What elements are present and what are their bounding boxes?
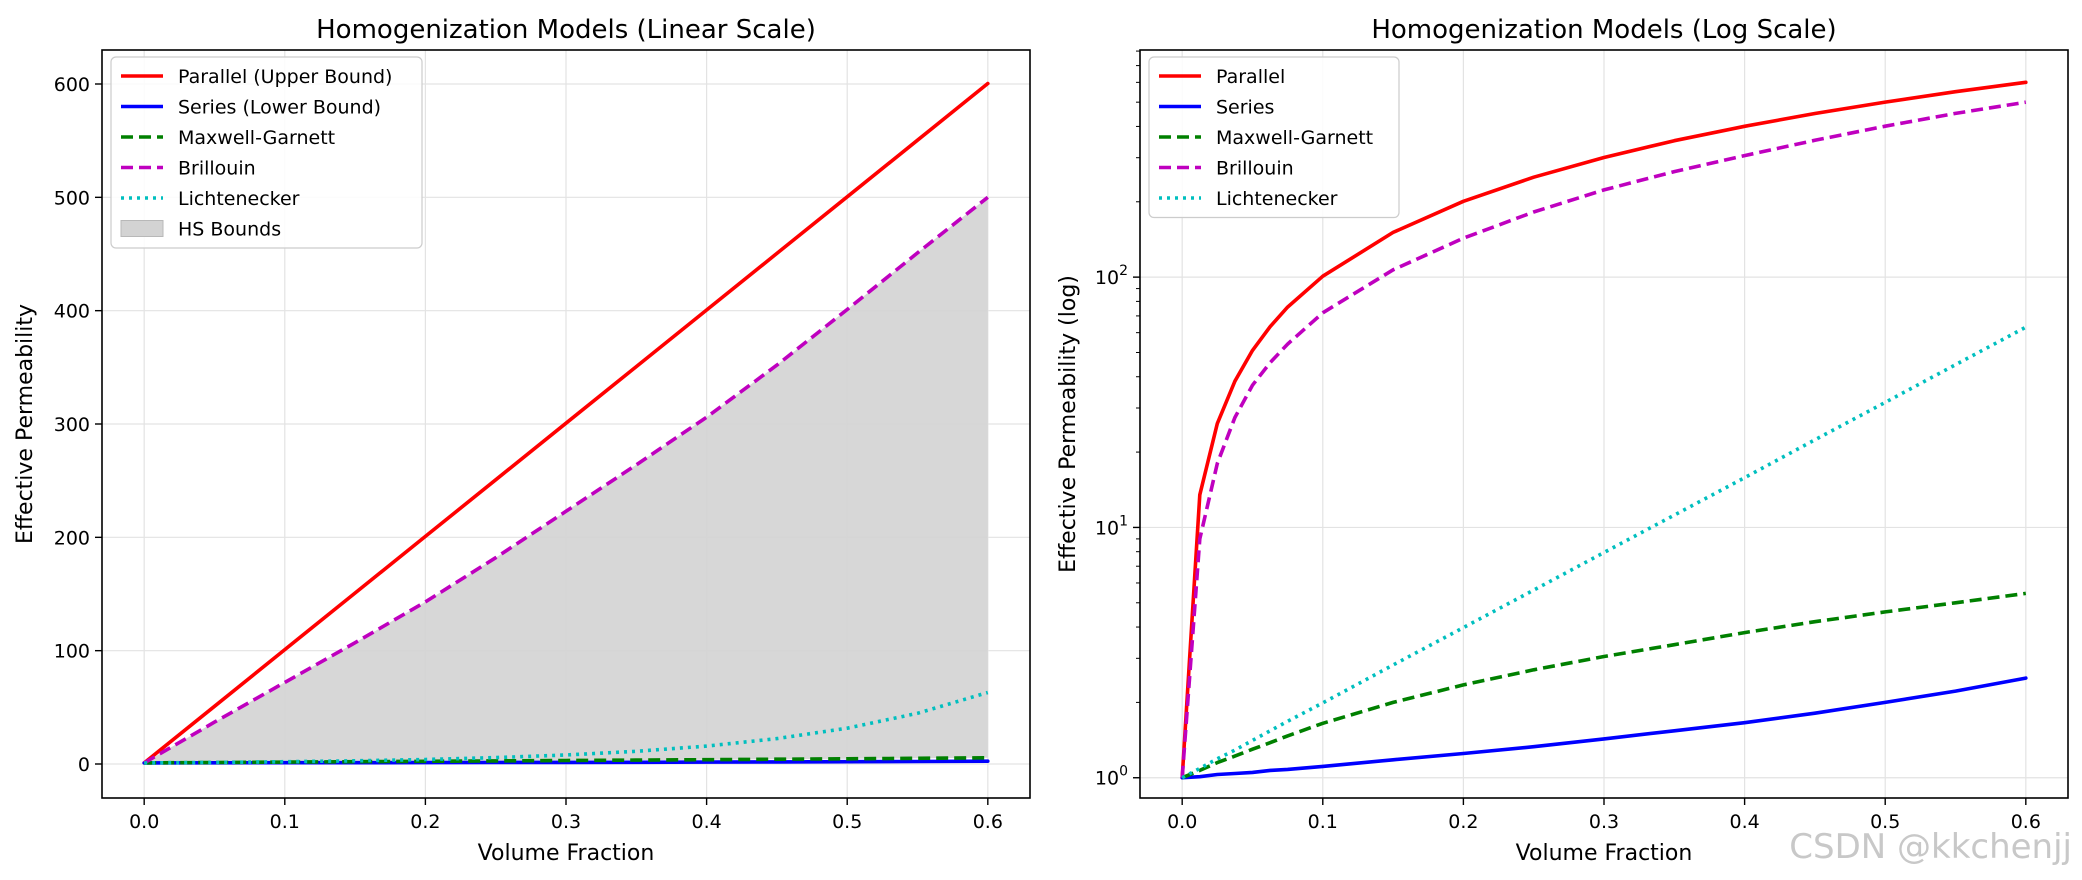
legend: Parallel (Upper Bound) Series (Lower Boun…: [110, 56, 423, 249]
legend-label: Maxwell-Garnett: [178, 127, 335, 149]
watermark-text: CSDN @kkchenjj: [1789, 827, 2072, 867]
y-tick-label: 101: [1095, 513, 1128, 539]
x-tick-label: 0.1: [1308, 811, 1338, 833]
hs-bounds-band: [144, 197, 988, 763]
legend-label: Series: [1216, 97, 1274, 119]
legend-item-parallel-upper-bound: Parallel (Upper Bound): [121, 66, 392, 88]
y-tick-exponent: 1: [1119, 513, 1128, 529]
x-tick-label: 0.3: [1589, 811, 1619, 833]
y-tick-label: 100: [54, 641, 90, 663]
legend: Parallel Series Maxwell-Garnett Brillouin Li…: [1148, 56, 1400, 219]
y-tick-exponent: 2: [1119, 263, 1128, 279]
y-tick-label: 0: [78, 754, 90, 776]
legend-item-series: Series: [1159, 97, 1274, 119]
legend-label: Maxwell-Garnett: [1216, 127, 1373, 149]
legend-item-brillouin: Brillouin: [1159, 158, 1294, 180]
x-axis-label: Volume Fraction: [1516, 841, 1693, 866]
chart-title: Homogenization Models (Linear Scale): [316, 15, 816, 45]
x-tick-label: 0.2: [1448, 811, 1478, 833]
legend-item-lichtenecker: Lichtenecker: [121, 188, 300, 210]
legend-frame: [110, 56, 423, 249]
x-tick-label: 0.6: [2011, 811, 2041, 833]
plot-area: [142, 81, 990, 765]
series-line-lichtenecker: [1181, 325, 2027, 780]
legend-label: Lichtenecker: [1216, 188, 1338, 210]
x-tick-label: 0.0: [1167, 811, 1197, 833]
legend-item-parallel: Parallel: [1159, 66, 1285, 88]
x-tick-label: 0.5: [1870, 811, 1900, 833]
x-axis-label: Volume Fraction: [478, 841, 655, 866]
legend-label: Parallel (Upper Bound): [178, 66, 392, 88]
y-tick-label: 300: [54, 414, 90, 436]
series-line-series-lower-bound: [142, 759, 990, 765]
legend-label: Lichtenecker: [178, 188, 300, 210]
y-tick-label: 200: [54, 527, 90, 549]
x-tick-label: 0.2: [410, 811, 440, 833]
log-scale-chart: 0.0 0.1 0.2 0.3 0.4 0.5 0.6100101102Homogeniza…: [1056, 15, 2069, 866]
y-tick-label: 500: [54, 187, 90, 209]
x-tick-label: 0.4: [1729, 811, 1759, 833]
legend-label: HS Bounds: [178, 219, 281, 241]
legend-label: Brillouin: [178, 158, 256, 180]
x-axis: 0.0 0.1 0.2 0.3 0.4 0.5 0.6: [129, 798, 1003, 833]
chart-title: Homogenization Models (Log Scale): [1371, 15, 1836, 45]
y-tick-exponent: 0: [1119, 764, 1128, 780]
y-tick-base: 10: [1095, 768, 1119, 790]
y-tick-base: 10: [1095, 267, 1119, 289]
y-axis-label: Effective Permeability (log): [1056, 275, 1081, 573]
y-tick-label: 102: [1095, 263, 1128, 289]
legend-item-series-lower-bound: Series (Lower Bound): [121, 97, 381, 119]
legend-label: Parallel: [1216, 66, 1285, 88]
x-tick-label: 0.3: [551, 811, 581, 833]
y-minor-ticks: [1136, 50, 1140, 703]
x-tick-label: 0.4: [691, 811, 721, 833]
x-axis: 0.0 0.1 0.2 0.3 0.4 0.5 0.6: [1167, 798, 2041, 833]
series-line-lichtenecker: [144, 690, 989, 765]
linear-scale-chart: 0.0 0.1 0.2 0.3 0.4 0.5 0.6 0 100 200 300 400 500 600…: [13, 15, 1031, 866]
y-axis-label: Effective Permeability: [13, 304, 38, 544]
y-tick-label: 600: [54, 74, 90, 96]
x-tick-label: 0.1: [270, 811, 300, 833]
legend-item-maxwell-garnett: Maxwell-Garnett: [121, 127, 335, 149]
y-tick-label: 100: [1095, 764, 1128, 790]
y-tick-base: 10: [1095, 517, 1119, 539]
legend-swatch-patch: [120, 220, 164, 237]
series-line-series: [1180, 676, 2028, 780]
legend-item-lichtenecker: Lichtenecker: [1159, 188, 1338, 210]
legend-frame: [1148, 56, 1400, 219]
x-tick-label: 0.6: [973, 811, 1003, 833]
series-line-maxwell-garnett: [144, 756, 988, 765]
legend-label: Series (Lower Bound): [178, 97, 381, 119]
y-axis: 0 100 200 300 400 500 600: [54, 74, 102, 776]
plot-area: [1180, 80, 2028, 780]
series-line-parallel-upper-bound: [142, 81, 990, 765]
legend-item-brillouin: Brillouin: [121, 158, 256, 180]
series-line-maxwell-garnett: [1181, 591, 2027, 780]
legend-item-hs-bounds: HS Bounds: [120, 219, 281, 241]
series-line-brillouin: [143, 195, 989, 765]
y-tick-label: 400: [54, 301, 90, 323]
series-line-parallel: [1180, 80, 2028, 780]
x-tick-label: 0.5: [832, 811, 862, 833]
x-tick-label: 0.0: [129, 811, 159, 833]
legend-item-maxwell-garnett: Maxwell-Garnett: [1159, 127, 1373, 149]
legend-label: Brillouin: [1216, 158, 1294, 180]
